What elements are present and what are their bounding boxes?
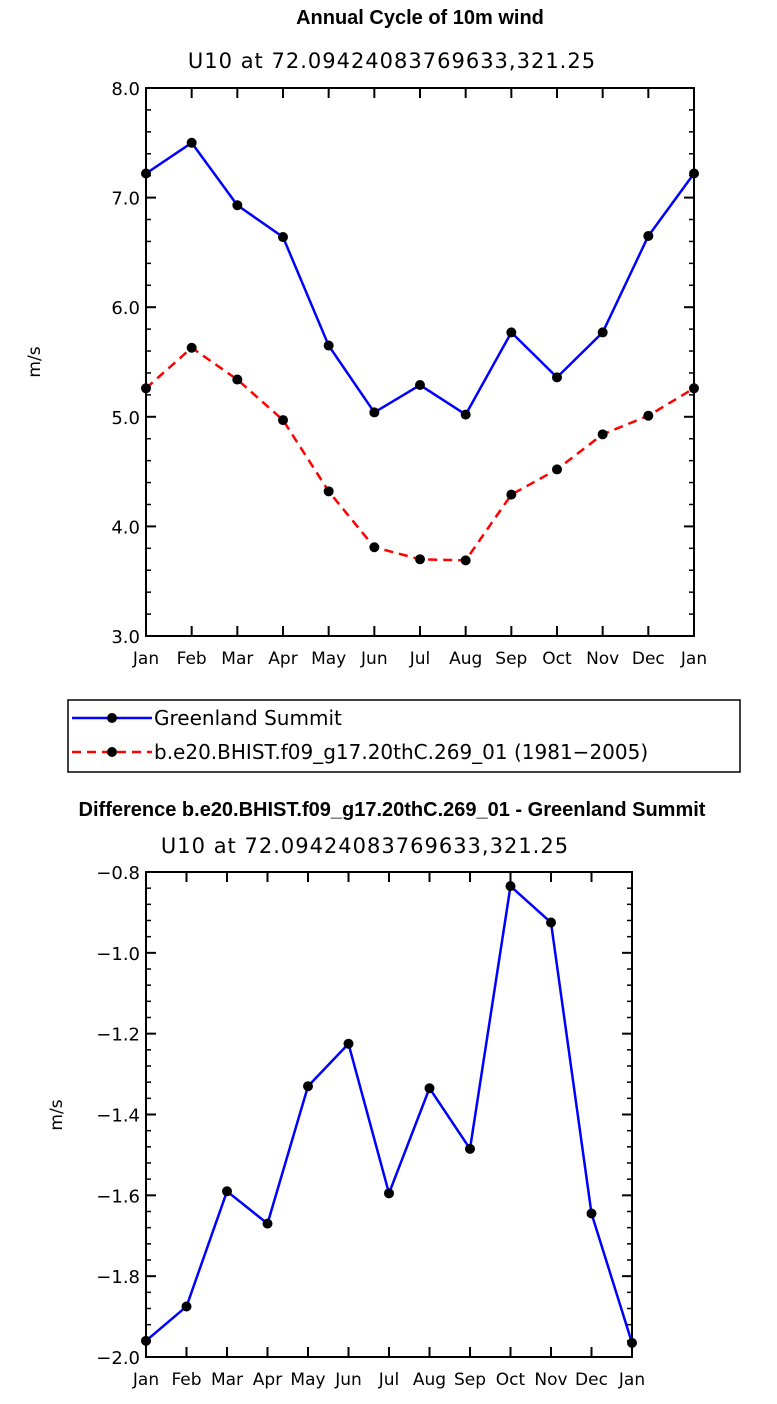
chart1-xtick-label: Jan [680, 649, 707, 669]
chart2-xtick-label: Oct [496, 1370, 526, 1390]
chart2-ytick-label: −2.0 [96, 1348, 140, 1369]
chart1-title: Annual Cycle of 10m wind [296, 7, 544, 29]
legend-box [67, 699, 741, 773]
chart2-series-0-point [262, 1218, 273, 1229]
chart1-plot-frame [145, 87, 695, 637]
chart2-ytick-label: −1.2 [96, 1025, 140, 1046]
chart1-xtick-label: May [311, 649, 346, 669]
chart1-ytick-label: 3.0 [111, 627, 140, 648]
legend-label-greenland: Greenland Summit [154, 706, 342, 730]
chart1-xtick-label: Mar [221, 649, 253, 669]
chart1-series-0-point [278, 232, 288, 243]
chart1-xtick-label: Jun [360, 649, 388, 669]
chart2-ytick-label: −1.6 [96, 1186, 140, 1207]
chart2-xtick-label: Aug [413, 1370, 446, 1390]
chart1-series-0-point [506, 327, 517, 338]
chart2-series-0-point [586, 1208, 597, 1219]
chart2-series-0-point [181, 1301, 192, 1312]
legend-marker-model [107, 747, 117, 757]
chart1-series-0-point [597, 327, 608, 338]
annual-cycle-chart: Annual Cycle of 10m wind U10 at 72.09424… [25, 7, 707, 669]
chart1-series-0-point [643, 230, 654, 241]
chart1-series-1-point [186, 342, 197, 353]
chart1-xtick-label: Aug [449, 649, 482, 669]
chart2-subtitle: U10 at 72.09424083769633,321.25 [161, 834, 569, 858]
chart1-series-0-point [552, 372, 562, 383]
chart2-series-0-line [145, 884, 634, 1344]
chart2-ytick-label: −1.4 [96, 1106, 140, 1127]
chart2-series-0-point [424, 1083, 435, 1094]
difference-chart: Difference b.e20.BHIST.f09_g17.20thC.269… [47, 799, 706, 1390]
chart1-series-0-point [323, 340, 334, 351]
chart2-ytick-label: −1.8 [96, 1267, 140, 1288]
chart1-legend: Greenland Summit b.e20.BHIST.f09_g17.20t… [67, 699, 741, 773]
chart1-series-1-point [552, 464, 562, 475]
chart1-ytick-label: 7.0 [111, 189, 140, 210]
chart1-xtick-label: Feb [177, 649, 207, 669]
chart2-xtick-label: Mar [211, 1370, 243, 1390]
chart2-series-0-point [465, 1143, 475, 1154]
chart1-series-1-point [415, 554, 425, 565]
chart2-ylabel: m/s [47, 1099, 67, 1130]
chart2-title: Difference b.e20.BHIST.f09_g17.20thC.269… [79, 799, 706, 821]
chart2-ytick-label: −1.0 [96, 944, 140, 965]
chart1-series-0-point [369, 407, 380, 418]
chart1-series-1-point [506, 489, 517, 500]
chart1-series-0-point [186, 137, 197, 148]
chart1-ytick-label: 8.0 [111, 79, 140, 100]
chart2-series-0-point [384, 1188, 394, 1199]
chart1-xtick-label: Nov [586, 649, 619, 669]
chart2-xtick-label: Apr [253, 1370, 282, 1390]
legend-label-model: b.e20.BHIST.f09_g17.20thC.269_01 (1981−2… [154, 740, 648, 764]
chart2-series-0-point [303, 1081, 313, 1092]
chart1-series-1-point [643, 410, 654, 421]
chart1-series-1-point [323, 486, 334, 497]
chart1-xtick-label: Apr [268, 649, 297, 669]
chart2-plot-frame [145, 871, 633, 1358]
chart2-series-0-point [222, 1186, 232, 1197]
chart2-xtick-label: Feb [171, 1370, 201, 1390]
chart2-series-0-point [505, 881, 516, 892]
chart1-xtick-label: Dec [632, 649, 665, 669]
chart1-xtick-label: Sep [495, 649, 527, 669]
chart1-xtick-label: Jan [132, 649, 159, 669]
chart2-xtick-label: Sep [454, 1370, 486, 1390]
chart2-xtick-label: May [290, 1370, 325, 1390]
chart2-xtick-label: Dec [575, 1370, 608, 1390]
legend-marker-greenland [107, 713, 117, 723]
chart1-ytick-label: 5.0 [111, 408, 140, 429]
chart2-xtick-label: Jan [132, 1370, 159, 1390]
chart1-series-1-point [278, 415, 288, 426]
chart1-ylabel: m/s [25, 346, 45, 377]
chart2-ytick-label: −0.8 [96, 863, 140, 884]
chart1-subtitle: U10 at 72.09424083769633,321.25 [188, 49, 596, 73]
chart2-series-0-point [343, 1038, 354, 1049]
chart2-xtick-label: Jan [618, 1370, 645, 1390]
chart1-ytick-label: 4.0 [111, 517, 140, 538]
chart1-series-1-point [460, 555, 471, 566]
chart1-series-1-point [369, 542, 380, 553]
chart2-series-0-point [546, 917, 556, 928]
chart1-xtick-label: Jul [409, 649, 431, 669]
chart1-series-1-line [145, 346, 695, 562]
chart1-ytick-label: 6.0 [111, 298, 140, 319]
chart1-xtick-label: Oct [542, 649, 572, 669]
chart2-xtick-label: Jun [334, 1370, 362, 1390]
chart1-series-1-point [232, 374, 243, 385]
chart2-xtick-label: Jul [378, 1370, 400, 1390]
chart1-series-0-point [232, 200, 243, 211]
chart2-xtick-label: Nov [534, 1370, 567, 1390]
chart1-series-1-point [597, 429, 608, 440]
chart1-series-0-point [460, 409, 471, 420]
chart1-series-0-point [415, 380, 425, 391]
